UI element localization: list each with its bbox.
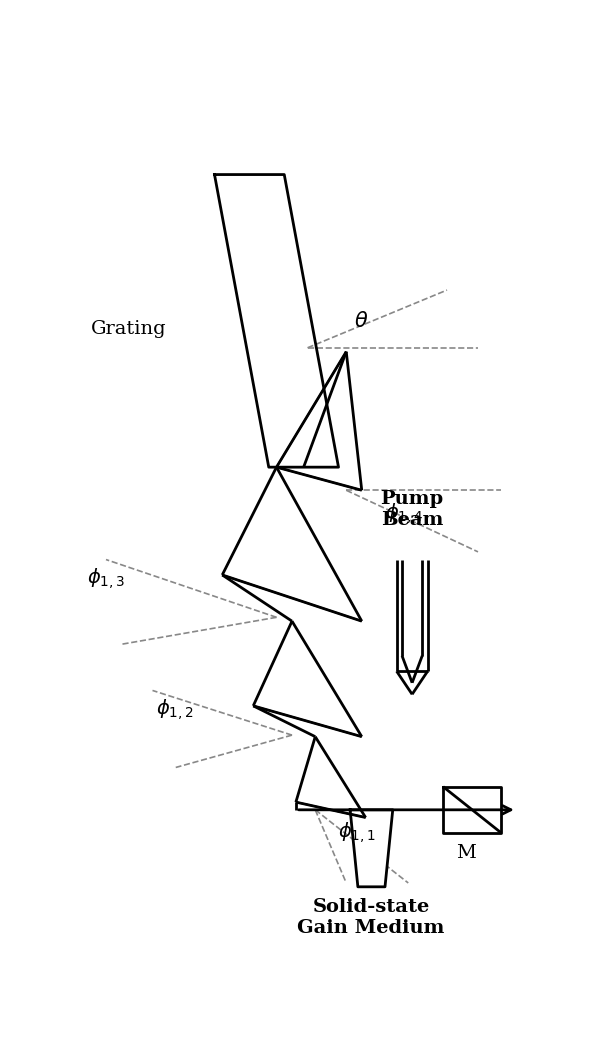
Text: $\theta$: $\theta$ [354, 311, 368, 331]
Polygon shape [350, 810, 393, 886]
Polygon shape [443, 787, 501, 833]
Text: $\phi_{1,3}$: $\phi_{1,3}$ [86, 566, 125, 591]
Text: Grating: Grating [91, 319, 166, 337]
Text: M: M [457, 845, 476, 862]
Text: Solid-state
Gain Medium: Solid-state Gain Medium [298, 898, 445, 938]
Text: Pump
Beam: Pump Beam [380, 490, 443, 528]
Text: $\phi_{1,4}$: $\phi_{1,4}$ [385, 501, 424, 526]
Text: $\phi_{1,2}$: $\phi_{1,2}$ [157, 697, 194, 722]
Polygon shape [215, 174, 338, 467]
Text: $\phi_{1,1}$: $\phi_{1,1}$ [338, 821, 376, 846]
